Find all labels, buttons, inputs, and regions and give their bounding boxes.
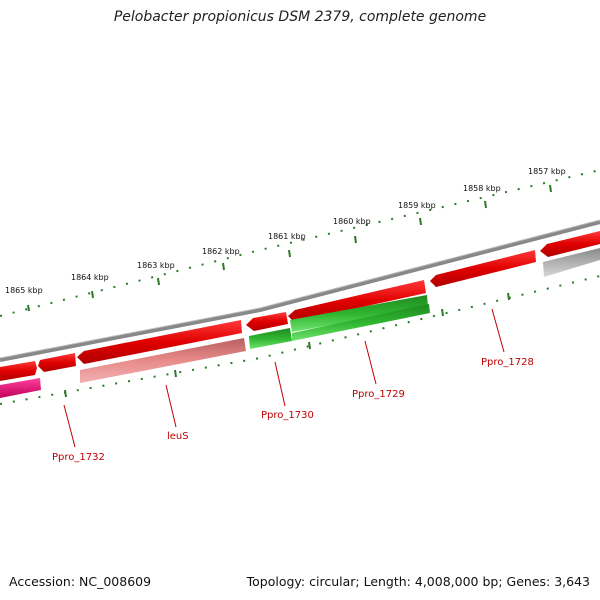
- major-tick: [507, 292, 510, 301]
- kbp-label: 1861 kbp: [268, 232, 306, 241]
- genome-backbone: [0, 220, 600, 362]
- major-tick: [288, 249, 291, 258]
- major-tick: [308, 341, 311, 350]
- gene-arrow[interactable]: [540, 231, 600, 257]
- forward-strand-genes: [0, 231, 600, 381]
- major-tick: [27, 304, 30, 312]
- major-tick: [441, 308, 444, 317]
- kbp-label: 1859 kbp: [398, 201, 436, 210]
- major-tick: [419, 217, 422, 226]
- gene-label-ppro-1730[interactable]: Ppro_1730: [261, 410, 314, 421]
- gene-green[interactable]: [249, 328, 292, 349]
- kbp-label: 1863 kbp: [137, 261, 175, 270]
- gene-arrow[interactable]: [288, 280, 426, 322]
- gene-label-leaders: [63, 308, 505, 448]
- major-tick: [222, 262, 225, 271]
- kbp-label: 1864 kbp: [71, 273, 109, 282]
- kbp-label: 1865 kbp: [5, 286, 43, 295]
- major-tick: [354, 235, 357, 244]
- gene-arrow[interactable]: [430, 250, 536, 287]
- gene-pink[interactable]: [0, 378, 41, 398]
- major-tick: [64, 389, 67, 398]
- kbp-label: 1860 kbp: [333, 217, 371, 226]
- gene-arrow[interactable]: [0, 361, 37, 381]
- kbp-labels: 1865 kbp 1864 kbp 1863 kbp 1862 kbp 1861…: [5, 167, 566, 295]
- kbp-label: 1857 kbp: [528, 167, 566, 176]
- genome-stats-text: Topology: circular; Length: 4,008,000 bp…: [246, 574, 590, 589]
- major-tick: [174, 369, 177, 378]
- gene-label-ppro-1732[interactable]: Ppro_1732: [52, 452, 105, 463]
- inner-tick-row: [0, 275, 600, 405]
- other-strand-genes: [0, 248, 600, 398]
- gene-label-ppro-1729[interactable]: Ppro_1729: [352, 389, 405, 400]
- accession-text: Accession: NC_008609: [9, 574, 152, 589]
- gene-arrow[interactable]: [246, 312, 288, 331]
- gene-arrow[interactable]: [38, 353, 76, 372]
- outer-tick-row: [0, 169, 600, 317]
- map-title: Pelobacter propionicus DSM 2379, complet…: [113, 9, 487, 25]
- major-tick: [91, 290, 94, 299]
- major-tick: [549, 184, 552, 193]
- gene-grey[interactable]: [543, 248, 600, 277]
- kbp-label: 1858 kbp: [463, 184, 501, 193]
- gene-arrow[interactable]: [77, 320, 242, 364]
- gene-label-ppro-1728[interactable]: Ppro_1728: [481, 357, 534, 368]
- gene-label-leus[interactable]: leuS: [167, 431, 189, 442]
- gene-labels: Ppro_1732 leuS Ppro_1730 Ppro_1729 Ppro_…: [52, 357, 534, 463]
- gene-green[interactable]: [292, 304, 430, 341]
- major-tick: [484, 200, 487, 209]
- gene-green[interactable]: [290, 295, 428, 332]
- major-tick: [157, 277, 160, 286]
- kbp-label: 1862 kbp: [202, 247, 240, 256]
- gene-faded[interactable]: [80, 338, 246, 383]
